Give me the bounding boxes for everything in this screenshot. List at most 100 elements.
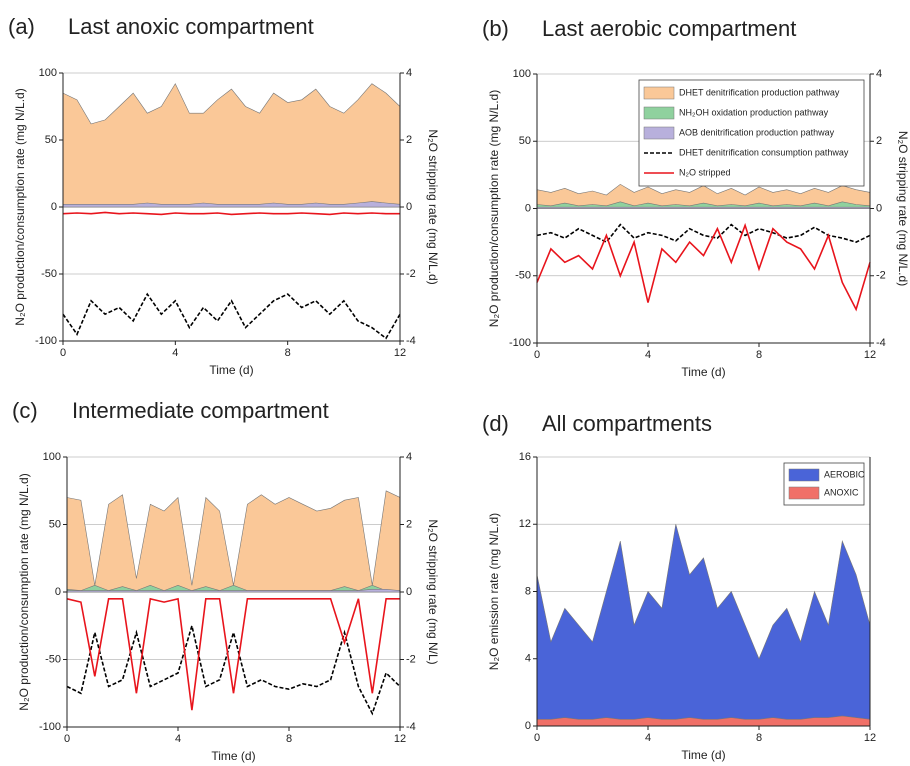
y-tick-label: 0 bbox=[525, 720, 531, 732]
area bbox=[536, 524, 871, 727]
y-axis-label: N₂O production/consumption rate (mg N/L.… bbox=[13, 88, 27, 325]
x-tick-label: 0 bbox=[64, 733, 70, 745]
y-tick-label: -50 bbox=[41, 268, 57, 280]
y2-tick-label: -2 bbox=[876, 270, 886, 282]
panel-label: (b) bbox=[482, 16, 509, 41]
x-axis-label: Time (d) bbox=[681, 365, 725, 379]
legend-label: DHET denitrification consumption pathway bbox=[679, 147, 849, 157]
y-tick-label: 8 bbox=[525, 585, 531, 597]
area bbox=[66, 490, 401, 593]
line bbox=[536, 222, 871, 312]
panel: (a) Last anoxic compartment -100 -50 0 50 100 -… bbox=[8, 14, 440, 377]
x-tick-label: 4 bbox=[172, 347, 178, 359]
y-tick-label: 12 bbox=[519, 518, 531, 530]
y2-tick-label: -4 bbox=[406, 335, 416, 347]
y2-tick-label: -4 bbox=[876, 337, 886, 349]
x-tick-label: 12 bbox=[864, 732, 876, 744]
legend-swatch bbox=[643, 106, 675, 120]
area bbox=[62, 201, 401, 208]
y2-tick-label: 2 bbox=[406, 134, 412, 146]
x-axis-label: Time (d) bbox=[681, 748, 725, 762]
line bbox=[62, 292, 401, 340]
x-tick-label: 12 bbox=[864, 349, 876, 361]
y-tick-label: -50 bbox=[45, 653, 61, 665]
x-tick-label: 12 bbox=[394, 733, 406, 745]
line bbox=[536, 223, 871, 244]
y2-tick-label: 4 bbox=[406, 67, 412, 79]
x-tick-label: 12 bbox=[394, 347, 406, 359]
legend-label: ANOXIC bbox=[824, 487, 859, 497]
panel-title: Intermediate compartment bbox=[72, 398, 329, 423]
y-tick-label: 50 bbox=[519, 135, 531, 147]
y2-tick-label: -2 bbox=[406, 653, 416, 665]
panel-title: Last aerobic compartment bbox=[542, 16, 796, 41]
panel-title: Last anoxic compartment bbox=[68, 14, 314, 39]
y2-tick-label: 4 bbox=[876, 68, 882, 80]
panel-label: (d) bbox=[482, 411, 509, 436]
area bbox=[62, 83, 401, 208]
legend-label: DHET denitrification production pathway bbox=[679, 87, 840, 97]
panel: (c) Intermediate compartment -100 -50 0 50 100… bbox=[12, 398, 440, 763]
x-tick-label: 4 bbox=[645, 732, 651, 744]
y-tick-label: 100 bbox=[513, 68, 531, 80]
x-tick-label: 0 bbox=[534, 349, 540, 361]
x-tick-label: 8 bbox=[285, 347, 291, 359]
line bbox=[66, 597, 400, 711]
y-tick-label: 50 bbox=[45, 134, 57, 146]
y2-tick-label: -4 bbox=[406, 721, 416, 733]
y2-axis-label: N₂O stripping rate (mg N/L.d) bbox=[896, 131, 910, 286]
legend-label: AEROBIC bbox=[824, 469, 865, 479]
x-axis-label: Time (d) bbox=[209, 363, 253, 377]
panel-title: All compartments bbox=[542, 411, 712, 436]
y-axis-label: N₂O emission rate (mg N/L.d) bbox=[487, 513, 501, 670]
legend-label: AOB denitrification production pathway bbox=[679, 127, 835, 137]
y-tick-label: -100 bbox=[39, 721, 61, 733]
y-tick-label: 0 bbox=[51, 201, 57, 213]
line bbox=[66, 622, 401, 716]
panel-label: (c) bbox=[12, 398, 38, 423]
x-tick-label: 8 bbox=[286, 733, 292, 745]
legend-box bbox=[638, 79, 865, 187]
legend-swatch bbox=[643, 86, 675, 100]
legend-swatch bbox=[788, 486, 820, 500]
y-tick-label: 100 bbox=[39, 67, 57, 79]
y2-tick-label: -2 bbox=[406, 268, 416, 280]
y-tick-label: 0 bbox=[55, 586, 61, 598]
x-tick-label: 4 bbox=[175, 733, 181, 745]
y-tick-label: 4 bbox=[525, 653, 531, 665]
area bbox=[536, 206, 871, 209]
line bbox=[62, 211, 400, 216]
legend-label: NH₂OH oxidation production pathway bbox=[679, 107, 829, 117]
legend-swatch bbox=[788, 468, 820, 482]
y-axis-label: N₂O production/consumption rate (mg N/L.… bbox=[487, 90, 501, 327]
x-tick-label: 4 bbox=[645, 349, 651, 361]
area bbox=[536, 201, 871, 209]
y-tick-label: -100 bbox=[509, 337, 531, 349]
panel: (d) All compartments 0 4 8 12 16 0 4 8 12 Time (d) N… bbox=[482, 411, 876, 762]
x-tick-label: 8 bbox=[756, 732, 762, 744]
y-tick-label: -50 bbox=[515, 270, 531, 282]
x-tick-label: 0 bbox=[534, 732, 540, 744]
area bbox=[536, 715, 871, 727]
y2-tick-label: 2 bbox=[876, 135, 882, 147]
x-tick-label: 8 bbox=[756, 349, 762, 361]
y-tick-label: 50 bbox=[49, 518, 61, 530]
area bbox=[66, 589, 401, 593]
y-tick-label: 16 bbox=[519, 451, 531, 463]
panel: (b) Last aerobic compartment -100 -50 0 50 100… bbox=[482, 16, 910, 379]
x-tick-label: 0 bbox=[60, 347, 66, 359]
y2-tick-label: 0 bbox=[876, 202, 882, 214]
y2-axis-label: N₂O stripping rate (mg N/L.d) bbox=[426, 129, 440, 284]
y-axis-label: N₂O production/consumption rate (mg N/L.… bbox=[17, 473, 31, 710]
y2-tick-label: 2 bbox=[406, 518, 412, 530]
legend-label: N₂O stripped bbox=[679, 167, 731, 177]
legend-swatch bbox=[643, 126, 675, 140]
y-tick-label: 100 bbox=[43, 451, 61, 463]
y2-tick-label: 4 bbox=[406, 451, 412, 463]
y2-tick-label: 0 bbox=[406, 586, 412, 598]
y-tick-label: 0 bbox=[525, 202, 531, 214]
y-tick-label: -100 bbox=[35, 335, 57, 347]
x-axis-label: Time (d) bbox=[211, 749, 255, 763]
